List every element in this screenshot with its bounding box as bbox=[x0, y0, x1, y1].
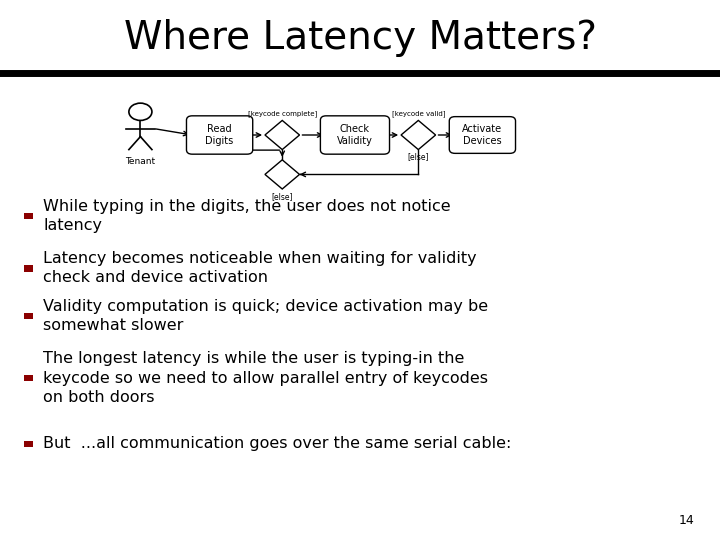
Text: Activate
Devices: Activate Devices bbox=[462, 124, 503, 146]
Text: 14: 14 bbox=[679, 514, 695, 526]
Text: Check
Validity: Check Validity bbox=[337, 124, 373, 146]
FancyBboxPatch shape bbox=[24, 265, 33, 272]
FancyBboxPatch shape bbox=[24, 441, 33, 447]
FancyBboxPatch shape bbox=[186, 116, 253, 154]
Text: But  ...all communication goes over the same serial cable:: But ...all communication goes over the s… bbox=[43, 436, 512, 451]
Text: Tenant: Tenant bbox=[125, 157, 156, 166]
Text: [keycode valid]: [keycode valid] bbox=[392, 110, 445, 117]
Text: [keycode complete]: [keycode complete] bbox=[248, 110, 317, 117]
Polygon shape bbox=[265, 160, 300, 189]
FancyBboxPatch shape bbox=[24, 313, 33, 319]
Polygon shape bbox=[401, 120, 436, 150]
Text: Latency becomes noticeable when waiting for validity
check and device activation: Latency becomes noticeable when waiting … bbox=[43, 251, 477, 286]
FancyBboxPatch shape bbox=[24, 375, 33, 381]
Text: Where Latency Matters?: Where Latency Matters? bbox=[124, 19, 596, 57]
Polygon shape bbox=[265, 120, 300, 150]
Text: [else]: [else] bbox=[408, 152, 429, 161]
Text: While typing in the digits, the user does not notice
latency: While typing in the digits, the user doe… bbox=[43, 199, 451, 233]
Text: Validity computation is quick; device activation may be
somewhat slower: Validity computation is quick; device ac… bbox=[43, 299, 488, 333]
FancyBboxPatch shape bbox=[24, 213, 33, 219]
Text: [else]: [else] bbox=[271, 192, 293, 201]
FancyBboxPatch shape bbox=[449, 117, 516, 153]
Text: Read
Digits: Read Digits bbox=[205, 124, 234, 146]
FancyBboxPatch shape bbox=[320, 116, 390, 154]
Text: The longest latency is while the user is typing-in the
keycode so we need to all: The longest latency is while the user is… bbox=[43, 352, 488, 404]
